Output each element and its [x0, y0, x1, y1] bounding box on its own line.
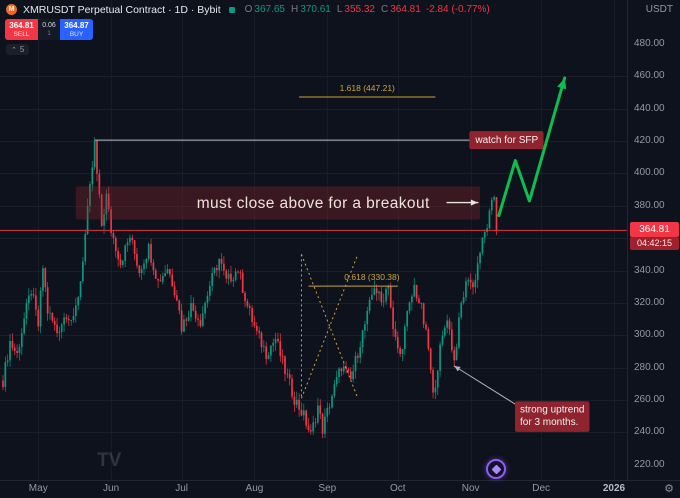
fib-1618-label[interactable]: 1.618 (447.21)	[340, 83, 395, 93]
price-tick: 480.00	[634, 38, 665, 49]
buy-label: BUY	[69, 30, 84, 38]
sparkle-icon	[491, 464, 501, 474]
high-value: 370.61	[300, 4, 331, 15]
breakout-zone-box[interactable]	[75, 186, 481, 220]
market-status-icon	[228, 6, 235, 13]
price-tick: 460.00	[634, 70, 665, 82]
price-tick: 300.00	[634, 329, 665, 341]
projection-arrow[interactable]	[497, 76, 567, 218]
svg-text:must close above for a breakou: must close above for a breakout	[197, 194, 430, 211]
fib-0618-label[interactable]: 0.618 (330.38)	[344, 272, 399, 282]
qty-value: 1	[47, 30, 51, 38]
breakout-arrow[interactable]	[446, 199, 479, 206]
uptrend-pointer-arrow[interactable]	[453, 365, 519, 407]
time-tick: Jul	[175, 483, 188, 494]
chip-count: 5	[19, 45, 25, 54]
price-tick: 280.00	[634, 361, 665, 373]
ai-assistant-button[interactable]	[486, 459, 506, 479]
open-label: O	[244, 4, 253, 15]
monero-symbol-icon: M	[6, 4, 17, 15]
symbol-title[interactable]: XMRUSDT Perpetual Contract · 1D · Bybit	[23, 3, 221, 16]
price-tick: 340.00	[634, 264, 665, 276]
chart-legend: M XMRUSDT Perpetual Contract · 1D · Bybi…	[6, 3, 490, 16]
price-chart-canvas[interactable]: watch for SFP must close above for a brea…	[0, 0, 627, 480]
watch-for-sfp-label[interactable]: watch for SFP	[469, 131, 544, 150]
countdown-badge: 04:42:15	[630, 237, 679, 251]
fib-guide-diagonal-down[interactable]	[300, 254, 359, 399]
price-tick: 320.00	[634, 296, 665, 308]
last-price-badge: 364.81	[630, 222, 679, 238]
candlestick-series	[2, 137, 498, 439]
low-label: L	[336, 4, 343, 15]
time-tick: Sep	[318, 483, 337, 494]
price-tick: 380.00	[634, 199, 665, 211]
uptrend-label[interactable]: strong uptrend for 3 months.	[515, 401, 590, 432]
buy-price: 364.87	[64, 21, 89, 31]
low-value: 355.32	[344, 4, 375, 15]
open-value: 367.65	[254, 4, 285, 15]
svg-text:1.618 (447.21): 1.618 (447.21)	[340, 83, 395, 93]
time-axis[interactable]: ⚙ May Jun Jul Aug Sep Oct Nov Dec 2026	[0, 480, 680, 498]
svg-text:0.618 (330.38): 0.618 (330.38)	[344, 272, 399, 282]
time-tick: Dec	[532, 483, 551, 494]
price-tick: 220.00	[634, 458, 665, 470]
close-value: 364.81	[390, 4, 421, 15]
sell-label: SELL	[13, 30, 30, 38]
price-axis[interactable]: 364.81 04:42:15 480.00 460.00 440.00 420.00…	[627, 0, 680, 480]
collapse-trade-panel-chip[interactable]: ⌃ 5	[6, 44, 30, 55]
close-label: C	[380, 4, 389, 15]
breakout-note-text[interactable]: must close above for a breakout	[197, 194, 430, 211]
high-label: H	[291, 4, 299, 15]
sell-price: 364.81	[9, 21, 34, 31]
time-tick: 2026	[602, 483, 626, 494]
price-tick: 260.00	[634, 393, 665, 405]
spread-display: 0.06 1	[38, 19, 60, 40]
gear-icon[interactable]: ⚙	[664, 483, 674, 495]
spread-value: 0.06	[42, 21, 56, 29]
time-tick: Jun	[103, 483, 120, 494]
sell-button[interactable]: 364.81 SELL	[5, 19, 38, 40]
time-tick: Aug	[245, 483, 264, 494]
time-tick: Nov	[461, 483, 480, 494]
change-value: -2.84 (-0.77%)	[425, 4, 490, 15]
tradingview-watermark: TV	[97, 450, 122, 471]
time-tick: May	[28, 483, 48, 494]
price-tick: 420.00	[634, 135, 665, 147]
fib-guide-diagonal-up[interactable]	[300, 254, 359, 399]
ohlc-readout: O 367.65 H 370.61 L 355.32 C 364.81 -2.84 (-…	[241, 4, 490, 15]
time-tick: Oct	[390, 483, 406, 494]
price-tick: 240.00	[634, 426, 665, 438]
price-tick: 440.00	[634, 102, 665, 114]
svg-text:watch for SFP: watch for SFP	[474, 135, 538, 146]
grid	[0, 76, 627, 433]
buy-button[interactable]: 364.87 BUY	[60, 19, 93, 40]
currency-unit-button[interactable]: USDT	[645, 4, 673, 15]
chevron-up-icon: ⌃	[11, 46, 17, 54]
price-tick: 400.00	[634, 167, 665, 179]
trade-widget: 364.81 SELL 0.06 1 364.87 BUY	[5, 19, 93, 40]
